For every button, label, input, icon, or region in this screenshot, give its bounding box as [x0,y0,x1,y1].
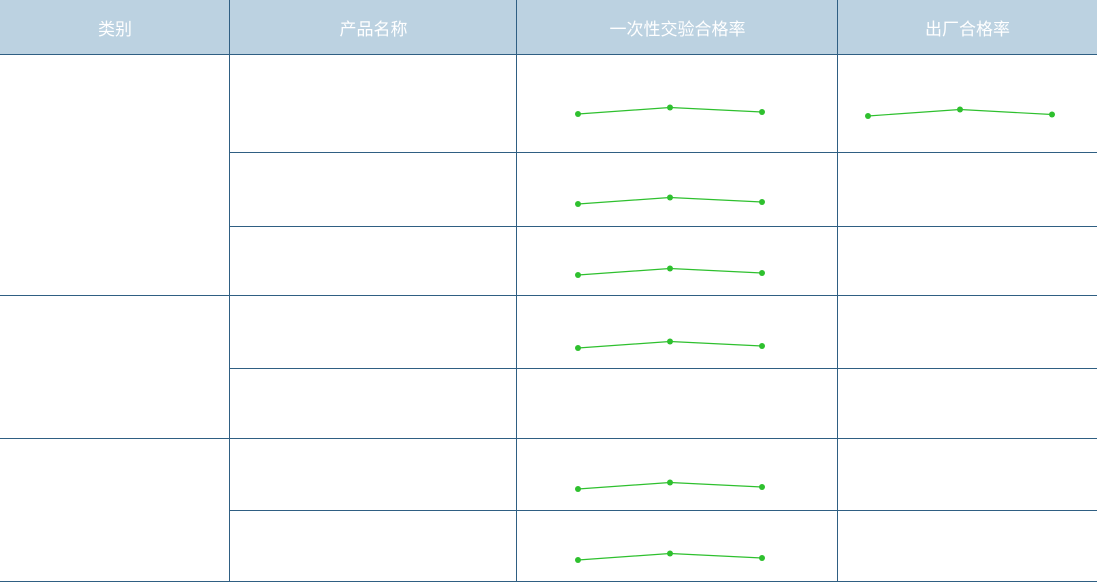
product-name-cell [231,153,516,226]
first-pass-sparkline [575,265,765,278]
sparkline-point [759,199,765,205]
sparkline-point [575,201,581,207]
product-name-cell [231,439,516,510]
header-product-name[interactable]: 产品名称 [230,0,517,54]
sparkline-point [575,557,581,563]
sparkline-point [759,555,765,561]
grid-line [0,438,1097,439]
first-pass-sparkline [575,479,765,492]
sparkline-point [667,338,673,345]
sparkline-point [759,343,765,349]
sparkline-point [759,109,765,115]
sparkline-point [667,550,673,557]
grid-line [229,226,1097,227]
grid-line [0,54,1097,55]
first-pass-sparkline [575,194,765,207]
header-factory-pass-rate[interactable]: 出厂合格率 [838,0,1097,54]
product-name-cell [231,55,516,152]
grid-line [229,368,1097,369]
grid-line [0,295,1097,296]
header-category[interactable]: 类别 [0,0,230,54]
product-name-cell [231,511,516,582]
sparkline-point [575,111,581,117]
sparkline-point [667,104,673,111]
sparkline-point [865,113,871,119]
grid-line [229,0,230,582]
sparkline-point [667,265,673,272]
category-cell [0,439,229,582]
product-name-cell [231,369,516,438]
first-pass-sparkline [575,550,765,563]
grid-line [229,510,1097,511]
grid-line [229,152,1097,153]
factory-pass-sparkline [865,106,1055,119]
sparkline-point [667,194,673,201]
sparkline-point [667,479,673,486]
sparkline-point [575,345,581,351]
product-name-cell [231,227,516,295]
sparkline-point [759,484,765,490]
product-name-cell [231,296,516,368]
grid-line [516,0,517,582]
sparkline-point [759,270,765,276]
sparkline-point [1049,111,1055,118]
header-first-pass-rate[interactable]: 一次性交验合格率 [517,0,838,54]
grid-line [837,0,838,582]
sparkline-point [957,106,963,113]
category-cell [0,296,229,438]
category-cell [0,55,229,295]
sparkline-point [575,272,581,278]
first-pass-sparkline [575,104,765,117]
first-pass-sparkline [575,338,765,351]
sparkline-point [575,486,581,492]
